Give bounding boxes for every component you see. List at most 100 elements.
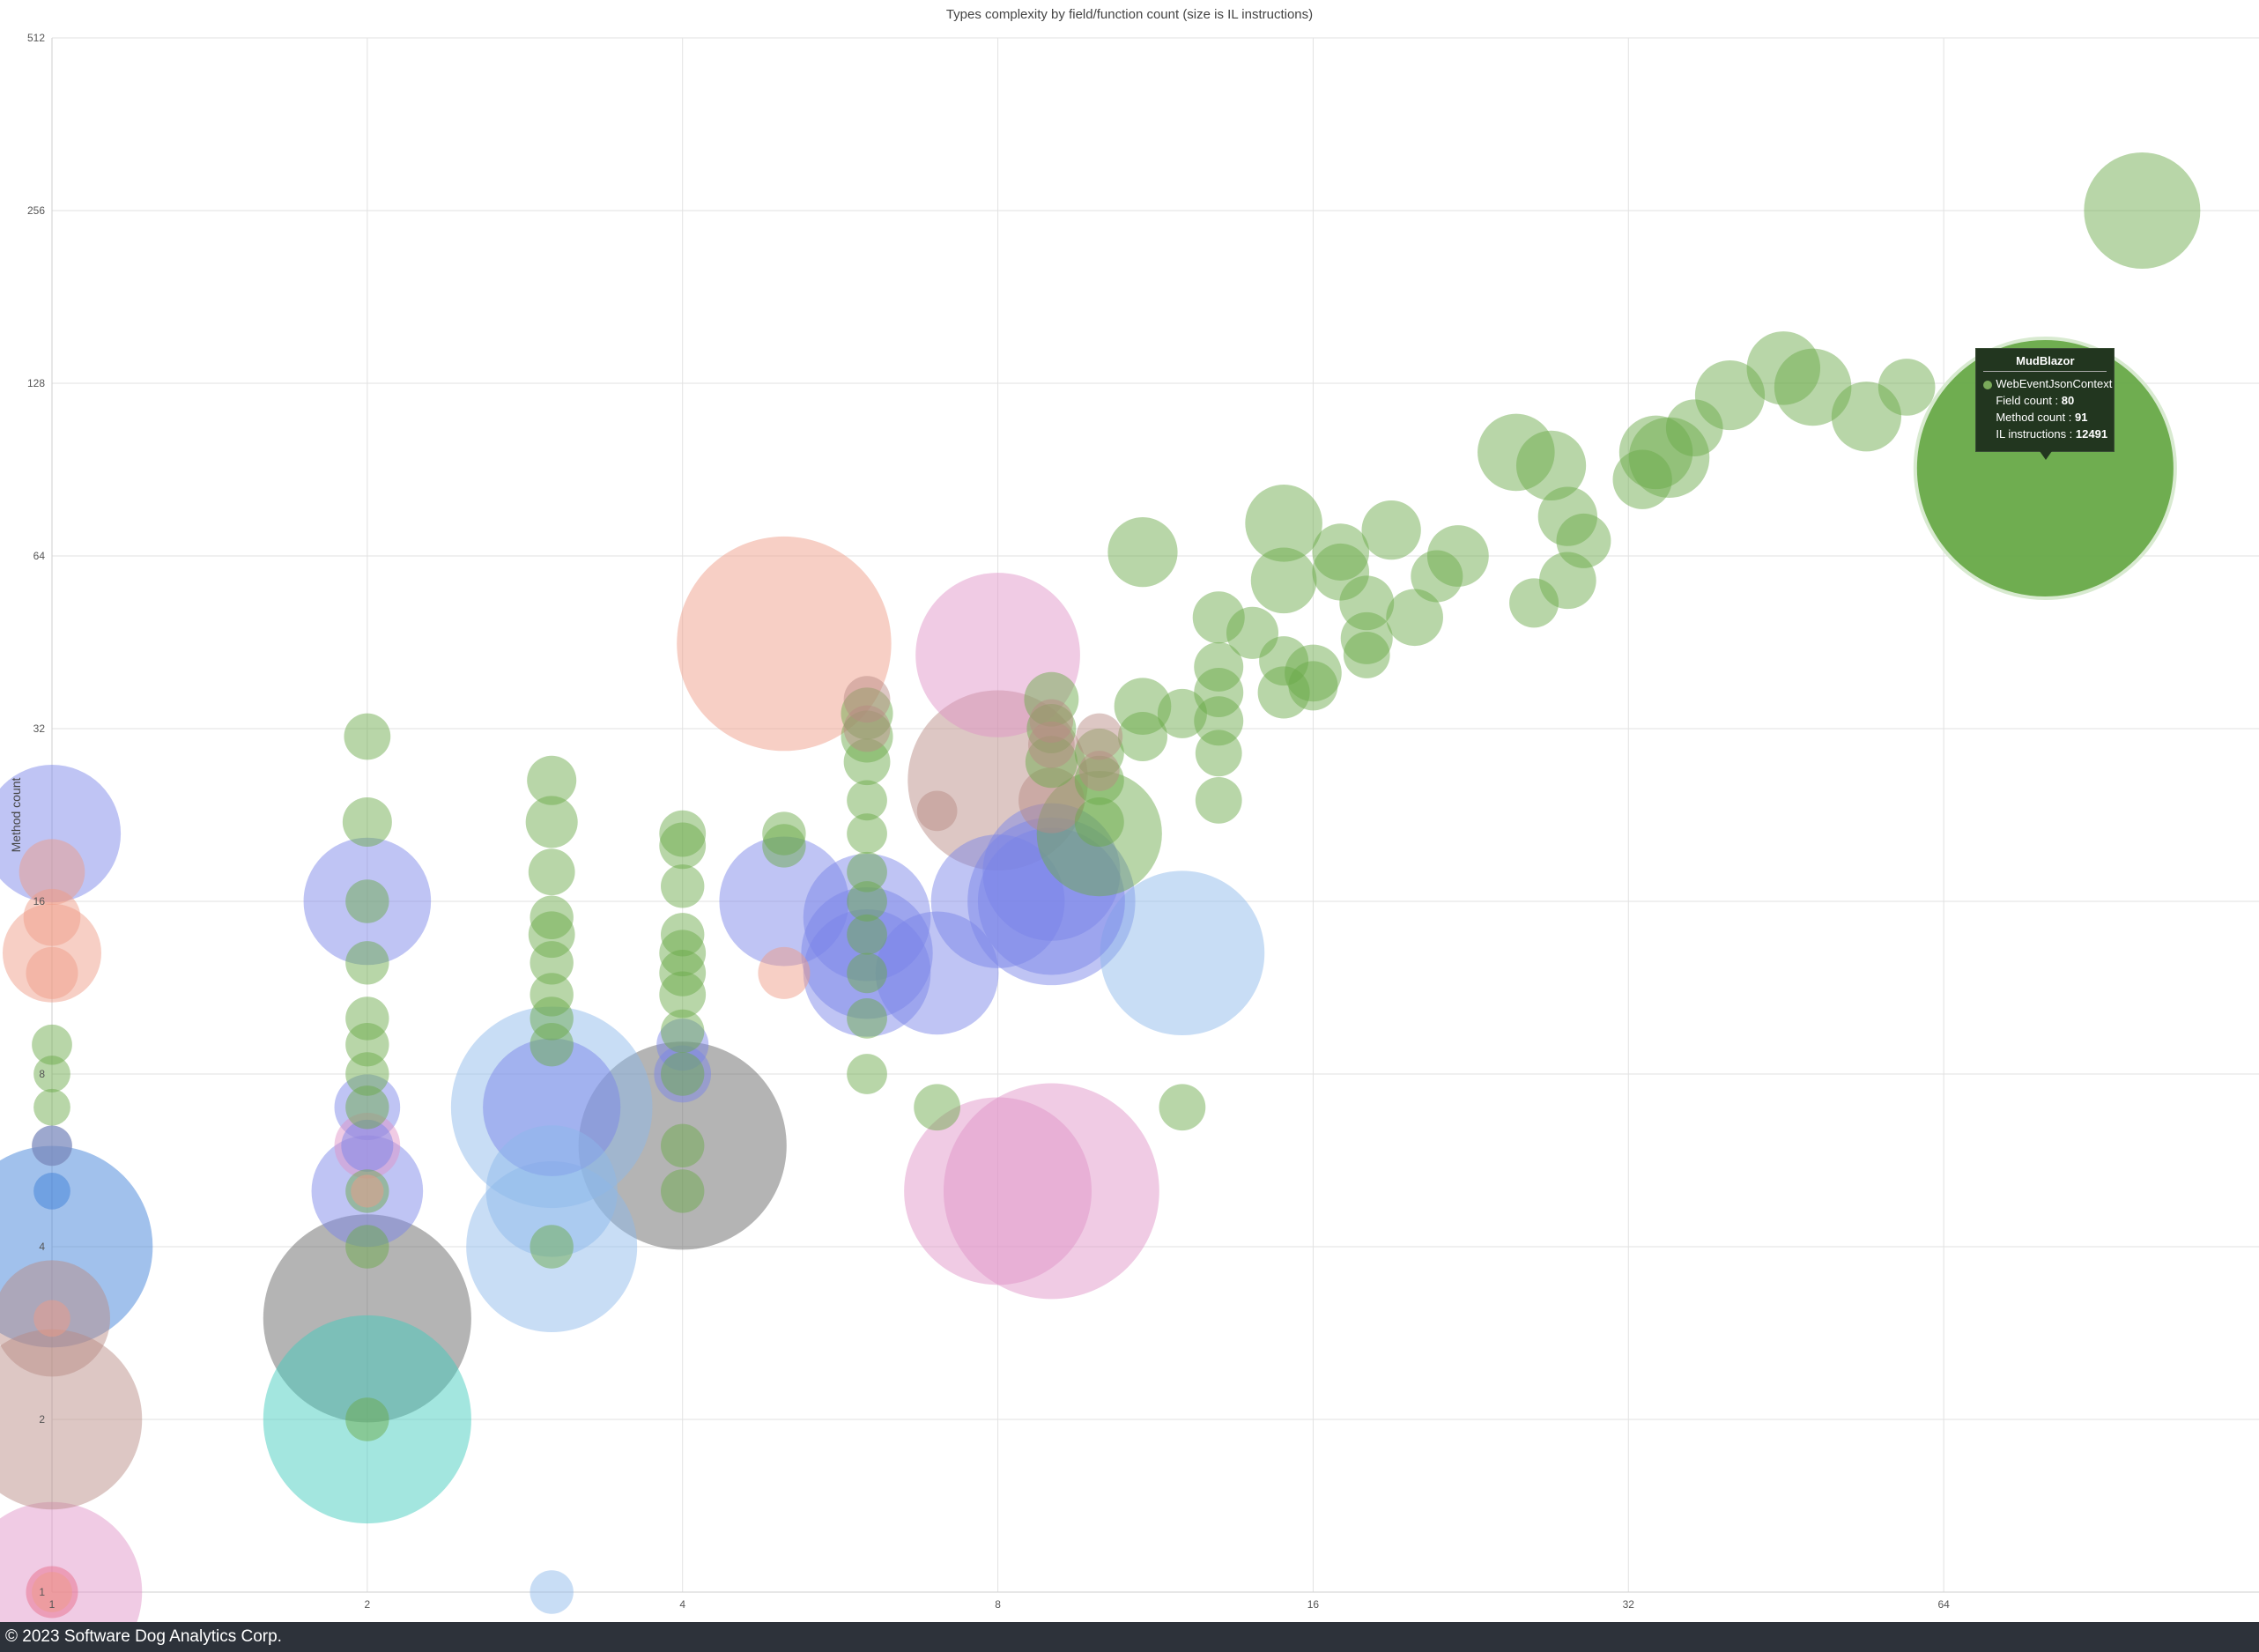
bubble[interactable]	[1226, 606, 1279, 659]
bubble[interactable]	[943, 1083, 1159, 1300]
bubble[interactable]	[334, 1113, 401, 1179]
bubble[interactable]	[530, 1022, 574, 1067]
bubble[interactable]	[1628, 417, 1710, 499]
bubble[interactable]	[0, 1501, 143, 1622]
bubble[interactable]	[528, 911, 575, 959]
bubble[interactable]	[661, 1169, 705, 1213]
bubble[interactable]	[345, 1052, 389, 1096]
bubble[interactable]	[1074, 796, 1124, 847]
bubble[interactable]	[1312, 523, 1370, 581]
bubble[interactable]	[1157, 688, 1207, 738]
bubble[interactable]	[527, 755, 577, 805]
bubble[interactable]	[1107, 517, 1178, 588]
bubble[interactable]	[1426, 525, 1489, 587]
bubble[interactable]	[659, 810, 707, 857]
bubble[interactable]	[466, 1161, 638, 1332]
bubble[interactable]	[530, 996, 574, 1041]
bubble[interactable]	[450, 1006, 653, 1209]
bubble[interactable]	[758, 946, 811, 999]
bubble[interactable]	[483, 1038, 621, 1176]
bubble[interactable]	[1478, 413, 1555, 492]
bubble[interactable]	[1029, 699, 1074, 743]
bubble[interactable]	[841, 687, 893, 740]
bubble[interactable]	[1036, 771, 1162, 897]
bubble[interactable]	[19, 839, 85, 906]
bubble[interactable]	[1194, 667, 1244, 717]
bubble[interactable]	[2084, 152, 2201, 269]
bubble[interactable]	[485, 1125, 618, 1257]
bubble[interactable]	[345, 1169, 389, 1213]
bubble[interactable]	[1024, 671, 1079, 727]
bubble[interactable]	[1539, 552, 1596, 610]
bubble[interactable]	[33, 1300, 70, 1337]
bubble[interactable]	[1078, 751, 1120, 791]
bubble[interactable]	[0, 765, 122, 903]
bubble[interactable]	[843, 705, 891, 752]
bubble[interactable]	[659, 971, 707, 1019]
bubble[interactable]	[32, 1572, 72, 1612]
bubble[interactable]	[1195, 730, 1242, 777]
bubble[interactable]	[345, 996, 389, 1041]
bubble[interactable]	[0, 1260, 110, 1377]
bubble[interactable]	[341, 1119, 394, 1172]
bubble[interactable]	[843, 676, 891, 723]
bubble[interactable]	[1285, 644, 1342, 702]
bubble[interactable]	[311, 1135, 424, 1248]
bubble[interactable]	[525, 796, 578, 848]
bubble[interactable]	[659, 930, 707, 977]
bubble[interactable]	[345, 1397, 389, 1441]
bubble[interactable]	[32, 1125, 72, 1167]
bubble[interactable]	[1074, 755, 1124, 805]
bubble[interactable]	[762, 824, 806, 868]
bubble[interactable]	[659, 949, 707, 996]
bubble[interactable]	[1665, 399, 1723, 457]
bubble[interactable]	[334, 1074, 401, 1141]
bubble[interactable]	[530, 895, 574, 939]
bubble[interactable]	[344, 713, 391, 760]
bubble[interactable]	[263, 1214, 471, 1423]
bubble[interactable]	[1612, 449, 1672, 509]
bubble[interactable]	[847, 914, 887, 955]
bubble[interactable]	[843, 738, 891, 786]
bubble[interactable]	[847, 952, 887, 994]
bubble[interactable]	[1114, 678, 1172, 735]
bubble[interactable]	[1027, 721, 1075, 768]
bubble[interactable]	[659, 822, 707, 870]
bubble[interactable]	[578, 1041, 787, 1250]
bubble[interactable]	[1831, 382, 1902, 452]
bubble[interactable]	[661, 1009, 705, 1054]
bubble[interactable]	[345, 1085, 389, 1130]
bubble[interactable]	[803, 909, 931, 1037]
bubble[interactable]	[1556, 513, 1611, 568]
bubble[interactable]	[967, 817, 1136, 986]
bubble[interactable]	[1117, 711, 1167, 761]
bubble[interactable]	[1025, 736, 1078, 789]
bubble[interactable]	[1343, 632, 1390, 678]
bubble[interactable]	[0, 1329, 143, 1510]
bubble[interactable]	[351, 1174, 384, 1208]
bubble[interactable]	[23, 888, 81, 946]
bubble[interactable]	[342, 796, 392, 847]
bubble[interactable]	[530, 941, 574, 985]
bubble[interactable]	[977, 827, 1125, 975]
bubble[interactable]	[26, 946, 78, 999]
bubble[interactable]	[1245, 485, 1322, 562]
bubble[interactable]	[0, 1145, 153, 1348]
bubble[interactable]	[1746, 331, 1821, 405]
bubble[interactable]	[33, 1088, 70, 1126]
bubble[interactable]	[930, 834, 1065, 968]
bubble[interactable]	[345, 941, 389, 985]
bubble[interactable]	[33, 1056, 70, 1093]
bubble[interactable]	[982, 803, 1121, 941]
bubble-layer[interactable]	[0, 152, 2201, 1622]
bubble[interactable]	[654, 1045, 712, 1103]
bubble[interactable]	[875, 911, 999, 1035]
bubble[interactable]	[847, 881, 887, 922]
bubble[interactable]	[1259, 636, 1309, 686]
bubble[interactable]	[530, 973, 574, 1017]
bubble[interactable]	[847, 813, 887, 854]
bubble[interactable]	[345, 1022, 389, 1067]
bubble[interactable]	[1192, 591, 1245, 644]
